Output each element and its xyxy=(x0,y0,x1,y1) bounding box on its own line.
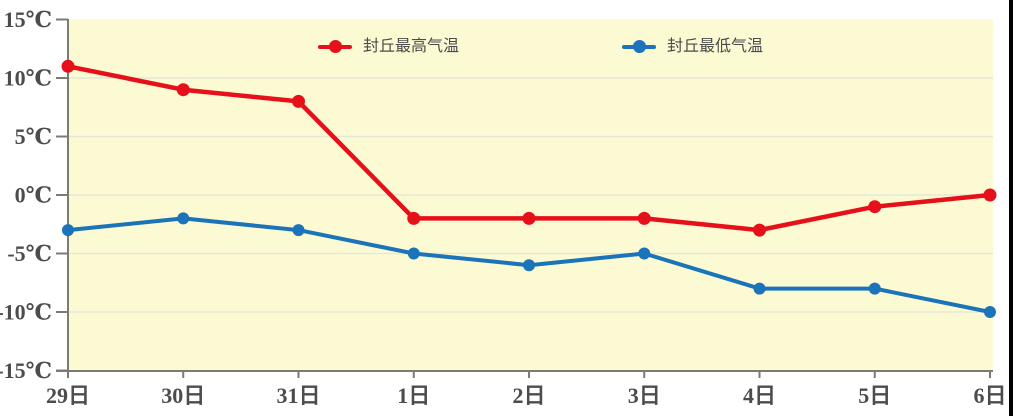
y-tick-label: -10℃ xyxy=(0,300,52,325)
data-point-1-1 xyxy=(177,212,190,225)
x-tick-label: 29日 xyxy=(46,383,90,408)
x-tick-label: 1日 xyxy=(397,383,430,408)
data-point-0-3 xyxy=(407,211,421,225)
x-tick-label: 3日 xyxy=(628,383,661,408)
data-point-1-8 xyxy=(984,306,996,318)
data-point-1-5 xyxy=(638,247,651,260)
image-right-border xyxy=(1009,0,1013,416)
data-point-1-2 xyxy=(292,224,305,237)
y-tick-label: 15℃ xyxy=(4,7,52,32)
x-tick-label: 2日 xyxy=(512,383,545,408)
data-point-0-5 xyxy=(637,211,651,225)
data-point-0-6 xyxy=(753,223,766,237)
x-tick-label: 4日 xyxy=(743,383,776,408)
x-tick-label: 6日 xyxy=(973,383,1006,408)
legend-line-dot-min-icon xyxy=(622,40,656,53)
data-point-1-7 xyxy=(868,282,881,295)
y-tick-label: 5℃ xyxy=(15,124,52,149)
data-point-0-2 xyxy=(292,94,305,108)
data-point-0-1 xyxy=(176,83,190,97)
legend-item-max-temp: 封丘最高气温 xyxy=(318,37,459,56)
x-tick-label: 31日 xyxy=(276,383,320,408)
data-point-0-4 xyxy=(522,211,536,225)
legend-label-min-temp: 封丘最低气温 xyxy=(667,38,764,55)
data-point-1-3 xyxy=(407,247,420,260)
legend-line-dot-max-icon xyxy=(318,40,352,53)
data-point-1-6 xyxy=(753,282,766,295)
y-tick-label: 0℃ xyxy=(15,183,52,208)
x-tick-label: 5日 xyxy=(858,383,891,408)
data-point-0-8 xyxy=(983,188,997,202)
legend-label-max-temp: 封丘最高气温 xyxy=(363,38,460,55)
x-tick-label: 30日 xyxy=(161,383,205,408)
data-point-0-7 xyxy=(868,200,882,214)
data-point-0-0 xyxy=(61,59,75,73)
y-tick-label: -15℃ xyxy=(0,358,52,383)
y-tick-label: -5℃ xyxy=(7,241,52,266)
y-tick-label: 10℃ xyxy=(4,66,52,91)
legend-item-min-temp: 封丘最低气温 xyxy=(622,37,763,56)
data-point-1-0 xyxy=(62,224,74,237)
data-point-1-4 xyxy=(523,259,535,272)
